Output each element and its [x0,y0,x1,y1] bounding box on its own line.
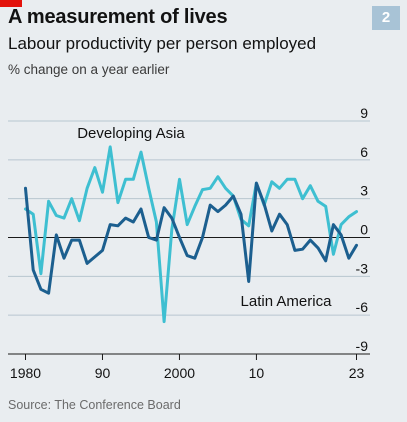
source-note: Source: The Conference Board [8,398,181,412]
y-tick-label: -6 [356,299,369,315]
y-tick-label: 3 [360,183,368,199]
series-line-developing-asia [24,145,358,324]
series-line-latin-america [24,181,358,295]
y-tick-label: -9 [356,338,369,354]
x-tick-label: 23 [349,365,365,381]
y-tick-label: 0 [360,222,368,238]
x-tick-label: 10 [249,365,265,381]
series-annotations: Developing Asia Latin America [67,123,332,310]
brand-red-tag [0,0,22,7]
x-tick-label: 1980 [10,365,41,381]
annotation-background [67,123,195,143]
x-tick-label: 2000 [164,365,195,381]
y-tick-label: -3 [356,260,369,276]
x-tick-label: 90 [95,365,111,381]
chart-subtitle: Labour productivity per person employed [8,34,317,53]
chart-number-badge: 2 [372,6,400,30]
annotation-latin-america: Latin America [241,293,333,310]
series-lines [24,145,358,324]
y-tick-labels: 9 6 3 0 -3 -6 -9 [356,105,369,354]
chart-title: A measurement of lives [8,6,228,28]
chart-unit-label: % change on a year earlier [8,62,170,77]
x-axis: 1980 90 2000 10 23 [8,353,370,381]
y-tick-label: 9 [360,105,368,121]
annotation-developing-asia: Developing Asia [77,125,185,142]
gridlines [8,120,370,316]
y-tick-label: 6 [360,144,368,160]
